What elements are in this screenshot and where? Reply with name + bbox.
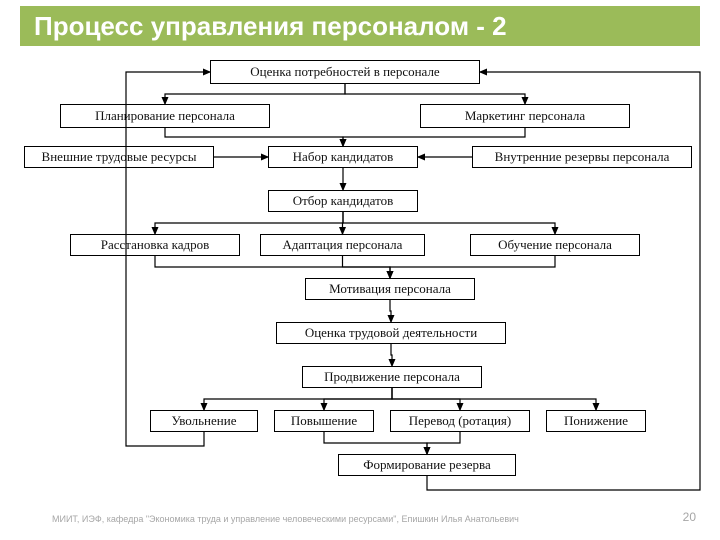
flow-box-b5: Набор кандидатов [268, 146, 418, 168]
slide-title: Процесс управления персоналом - 2 [20, 6, 700, 46]
flow-box-b10: Обучение персонала [470, 234, 640, 256]
flow-box-b3: Маркетинг персонала [420, 104, 630, 128]
flow-box-b17: Понижение [546, 410, 646, 432]
flow-box-b15: Повышение [274, 410, 374, 432]
flow-box-b8: Расстановка кадров [70, 234, 240, 256]
slide-title-text: Процесс управления персоналом - 2 [34, 11, 507, 42]
flow-box-b12: Оценка трудовой деятельности [276, 322, 506, 344]
flow-box-b9: Адаптация персонала [260, 234, 425, 256]
flow-box-b7: Отбор кандидатов [268, 190, 418, 212]
flow-box-b2: Планирование персонала [60, 104, 270, 128]
flow-box-b13: Продвижение персонала [302, 366, 482, 388]
footer-text: МИИТ, ИЭФ, кафедра "Экономика труда и уп… [52, 514, 519, 524]
flow-box-b14: Увольнение [150, 410, 258, 432]
flow-box-b1: Оценка потребностей в персонале [210, 60, 480, 84]
flow-box-b6: Внутренние резервы персонала [472, 146, 692, 168]
flow-box-b11: Мотивация персонала [305, 278, 475, 300]
flow-box-b18: Формирование резерва [338, 454, 516, 476]
page-number: 20 [683, 510, 696, 524]
flow-box-b16: Перевод (ротация) [390, 410, 530, 432]
flow-box-b4: Внешние трудовые ресурсы [24, 146, 214, 168]
